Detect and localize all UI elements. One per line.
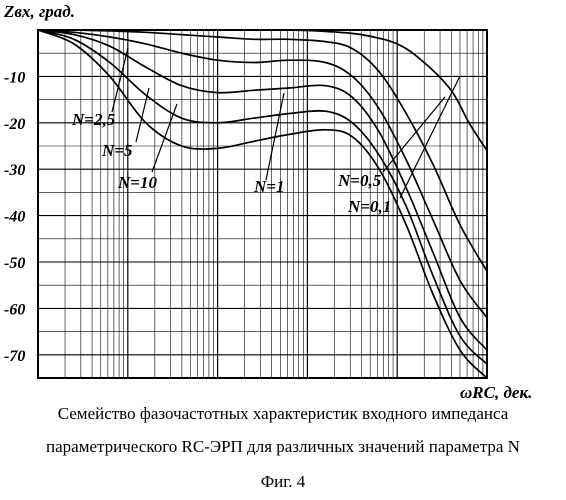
- leader-n-0-5: [382, 96, 446, 173]
- curves: [37, 29, 488, 379]
- label-n-5: N=5: [101, 141, 133, 160]
- y-tick-label: -40: [4, 209, 25, 226]
- series-n-2-5: [37, 29, 488, 351]
- phase-frequency-chart: -10 -20 -30 -40 -50 -60 -70 Zвх, град. ωRC, де…: [3, 2, 532, 400]
- y-tick-label: -50: [4, 255, 25, 272]
- series-n-10: [37, 29, 488, 379]
- caption-line-1: Семейство фазочастотных характеристик вх…: [57, 404, 509, 423]
- y-tick-label: -20: [4, 116, 25, 133]
- label-n-2-5: N=2,5: [71, 110, 116, 129]
- plot-frame: [37, 29, 488, 379]
- series-n-0-5: [37, 29, 488, 272]
- label-n-0-5: N=0,5: [337, 171, 382, 190]
- y-tick-label: -10: [4, 69, 25, 86]
- grid: [37, 29, 487, 379]
- figure-number: Фиг. 4: [260, 472, 306, 491]
- x-axis-label: ωRC, дек.: [460, 383, 532, 400]
- caption-line-2: параметрического RC-ЭРП для различных зн…: [46, 437, 520, 456]
- label-n-0-1: N=0,1: [347, 197, 391, 216]
- y-tick-label: -30: [4, 162, 25, 179]
- leader-n-2-5: [111, 47, 129, 113]
- leader-n-5: [135, 87, 150, 143]
- leader-n-10: [151, 103, 178, 173]
- y-axis-label: Zвх, град.: [3, 2, 75, 21]
- leader-n-1: [265, 92, 285, 181]
- y-tick-labels: -10 -20 -30 -40 -50 -60 -70: [4, 69, 25, 364]
- annotations: [111, 47, 461, 199]
- label-n-1: N=1: [253, 177, 284, 196]
- label-n-10: N=10: [117, 173, 157, 192]
- y-tick-label: -60: [4, 301, 25, 318]
- leader-n-0-1: [399, 75, 461, 199]
- series-n-5: [37, 29, 488, 365]
- series-n-1: [37, 29, 488, 319]
- y-tick-label: -70: [4, 348, 25, 365]
